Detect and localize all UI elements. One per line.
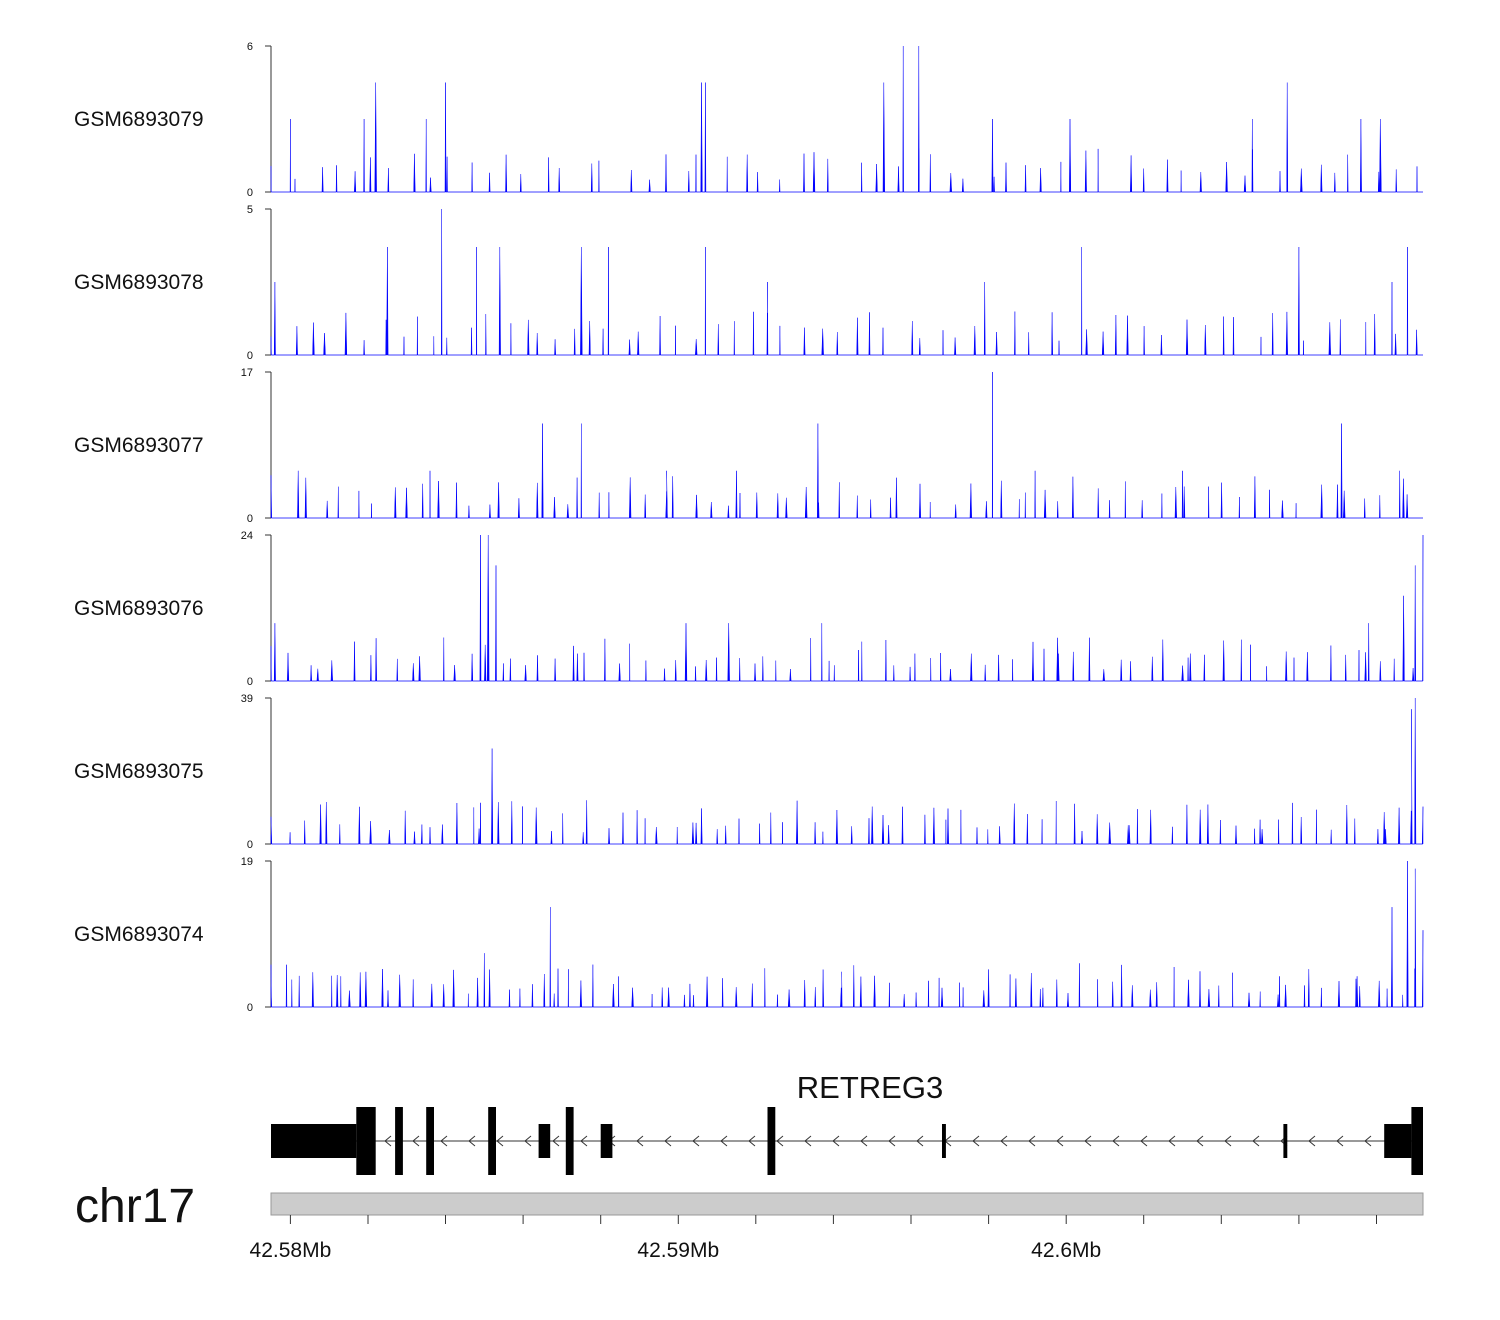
strand-arrow [776,1135,784,1147]
y-tick-label-max: 19 [241,856,253,868]
track-GSM6893077: GSM6893077 17 0 [74,367,1423,525]
strand-arrow [692,1135,700,1147]
gene-name-label: RETREG3 [797,1070,943,1105]
track-label: GSM6893074 [74,923,204,946]
y-tick-label-max: 39 [241,693,253,705]
axis-ticks: 42.58Mb 42.59Mb 42.6Mb [250,1215,1377,1262]
exon [1411,1107,1423,1175]
strand-arrow [524,1135,532,1147]
gene-track: RETREG3 [271,1070,1423,1175]
coverage-area [270,860,1424,1008]
exon [488,1107,496,1175]
strand-arrow [412,1135,420,1147]
chromosome-ideogram-bar [270,1192,1424,1216]
strand-arrow [664,1135,672,1147]
coverage-tracks: GSM689307960GSM689307850GSM6893077170GSM… [74,41,1424,1014]
track-label: GSM6893078 [74,271,204,294]
strand-arrow [580,1135,588,1147]
strand-arrow [1000,1135,1008,1147]
exon [767,1107,776,1175]
chromosome-label: chr17 [75,1180,195,1233]
y-tick-label-max: 5 [247,204,253,216]
exon [538,1124,551,1158]
strand-arrow [1308,1135,1316,1147]
track-label: GSM6893076 [74,597,204,620]
exon [356,1107,376,1175]
axis-tick-label: 42.58Mb [250,1239,332,1262]
track-GSM6893075: GSM6893075 39 0 [74,693,1424,851]
track-GSM6893078: GSM6893078 5 0 [74,204,1423,362]
track-label: GSM6893077 [74,434,204,457]
track-GSM6893076: GSM6893076 24 0 [74,530,1424,688]
y-tick-label-min: 0 [247,350,253,362]
exon [604,1124,613,1158]
axis-tick-label: 42.59Mb [637,1239,719,1262]
y-tick-label-min: 0 [247,839,253,851]
y-tick-label-min: 0 [247,513,253,525]
strand-arrow [1224,1135,1232,1147]
coverage-area [270,697,1424,845]
strand-arrow [916,1135,924,1147]
strand-arrow [860,1135,868,1147]
y-tick-label-min: 0 [247,1002,253,1014]
strand-arrow [1336,1135,1344,1147]
strand-arrow [720,1135,728,1147]
y-tick-label-min: 0 [247,187,253,199]
exon [1384,1124,1412,1158]
exon [271,1124,357,1158]
exon [426,1107,434,1175]
strand-arrow [1084,1135,1092,1147]
strand-arrow [748,1135,756,1147]
strand-arrow [1140,1135,1148,1147]
strand-arrow [1196,1135,1204,1147]
strand-arrow [972,1135,980,1147]
track-GSM6893074: GSM6893074 19 0 [74,856,1424,1014]
strand-arrow [552,1135,560,1147]
coverage-area [270,45,1423,193]
strand-arrow [1252,1135,1260,1147]
strand-arrow [384,1135,392,1147]
exon [942,1124,946,1158]
strand-arrow [1168,1135,1176,1147]
coverage-area [270,208,1423,356]
strand-arrow [1364,1135,1372,1147]
y-tick-label-max: 24 [241,530,253,542]
strand-arrow [1112,1135,1120,1147]
track-label: GSM6893079 [74,108,204,131]
exon [395,1107,403,1175]
strand-arrow [1028,1135,1036,1147]
strand-arrow [496,1135,504,1147]
exon [565,1107,574,1175]
track-GSM6893079: GSM6893079 6 0 [74,41,1423,199]
strand-arrow [804,1135,812,1147]
strand-arrow [1056,1135,1064,1147]
strand-arrow [636,1135,644,1147]
strand-arrow [888,1135,896,1147]
axis-tick-label: 42.6Mb [1031,1239,1101,1262]
exon [1283,1124,1288,1158]
y-tick-label-min: 0 [247,676,253,688]
gene-model [271,1107,1423,1175]
strand-arrow [832,1135,840,1147]
coverage-area [270,371,1423,519]
y-tick-label-max: 6 [247,41,253,53]
strand-arrow [440,1135,448,1147]
track-label: GSM6893075 [74,760,204,783]
y-tick-label-max: 17 [241,367,253,379]
genome-axis: chr17 42.58Mb 42.59Mb 42.6Mb [75,1180,1424,1262]
strand-arrow [468,1135,476,1147]
coverage-area [270,534,1424,682]
